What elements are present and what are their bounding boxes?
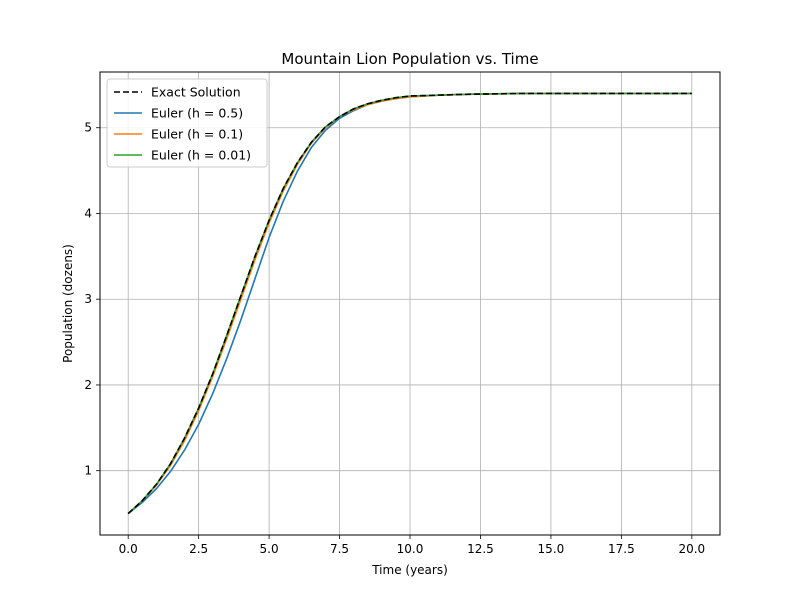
x-tick-label: 10.0 [397,542,424,556]
y-tick-label: 4 [84,206,92,220]
series-line-0 [127,92,692,515]
x-tick-label: 5.0 [260,542,279,556]
x-tick-label: 17.5 [608,542,635,556]
legend-label: Euler (h = 0.1) [151,127,243,142]
x-tick-label: 20.0 [678,542,705,556]
x-axis-label: Time (years) [371,563,448,577]
x-tick-label: 0.0 [119,542,138,556]
series-lines [127,92,692,515]
legend-label: Exact Solution [151,85,241,100]
x-tick-label: 12.5 [467,542,494,556]
grid [100,72,720,535]
y-tick-label: 3 [84,292,92,306]
chart-title: Mountain Lion Population vs. Time [281,50,538,68]
y-tick-label: 2 [84,378,92,392]
x-tick-label: 7.5 [330,542,349,556]
legend-box [106,78,268,168]
legend-label: Euler (h = 0.01) [151,148,251,163]
x-tick-label: 2.5 [189,542,208,556]
y-axis-label: Population (dozens) [61,244,75,363]
y-tick-label: 5 [84,121,92,135]
legend: Exact Solution Euler (h = 0.5) Euler (h = … [106,78,268,168]
y-tick-label: 1 [84,464,92,478]
legend-label: Euler (h = 0.5) [151,106,243,121]
axis-ticks: 0.0 2.5 5.0 7.5 10.0 12.5 15.0 17.5 20.0 1 2 3 4 5 [84,121,705,556]
x-tick-label: 15.0 [538,542,565,556]
